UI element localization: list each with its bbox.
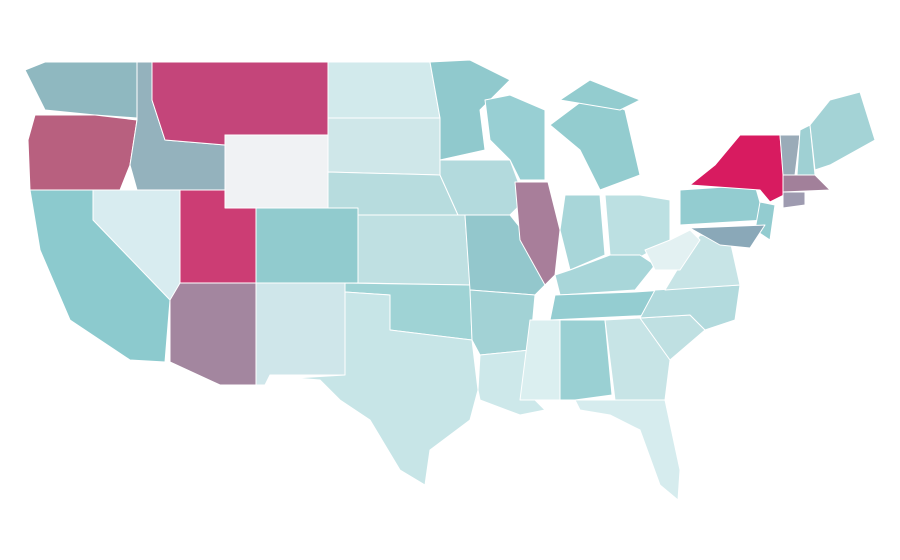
state	[679, 184, 766, 226]
state	[782, 174, 831, 193]
state	[294, 291, 479, 486]
state	[644, 229, 701, 271]
state	[224, 134, 329, 209]
state	[357, 214, 471, 286]
state	[559, 319, 613, 401]
state	[559, 79, 641, 111]
state	[484, 94, 546, 181]
state	[151, 61, 329, 146]
state	[27, 114, 138, 191]
state	[549, 94, 641, 191]
state	[327, 61, 441, 119]
state	[169, 282, 257, 386]
state	[559, 194, 606, 271]
state	[255, 207, 359, 284]
state	[327, 117, 441, 176]
state	[574, 399, 681, 501]
state	[429, 59, 511, 161]
state	[29, 189, 171, 363]
state	[469, 289, 536, 356]
state	[782, 191, 806, 209]
state	[689, 224, 766, 249]
state	[519, 319, 561, 401]
state	[255, 282, 346, 386]
state	[809, 91, 876, 171]
state	[604, 317, 671, 401]
state	[24, 61, 138, 119]
